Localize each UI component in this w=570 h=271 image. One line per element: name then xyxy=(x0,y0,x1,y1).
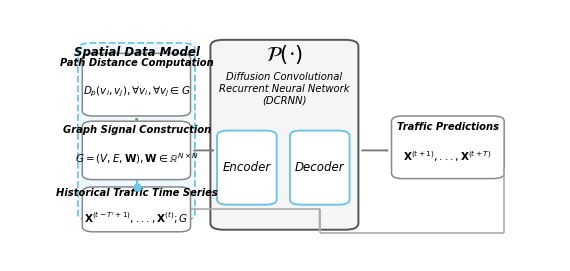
Text: $\mathbf{X}^{(t-T^{\prime}+1)}, ..., \mathbf{X}^{(t)}; G$: $\mathbf{X}^{(t-T^{\prime}+1)}, ..., \ma… xyxy=(84,211,189,226)
Text: Diffusion Convolutional
Recurrent Neural Network
(DCRNN): Diffusion Convolutional Recurrent Neural… xyxy=(219,72,349,105)
Text: $D_p(v_i, v_j), \forall v_i, \forall v_j \in G$: $D_p(v_i, v_j), \forall v_i, \forall v_j… xyxy=(83,85,190,99)
Text: $G = (V, E, \mathbf{W}), \mathbf{W} \in \mathbb{R}^{N \times N}$: $G = (V, E, \mathbf{W}), \mathbf{W} \in … xyxy=(75,151,198,166)
FancyBboxPatch shape xyxy=(78,43,195,220)
Text: Encoder: Encoder xyxy=(222,161,271,174)
Text: Spatial Data Model: Spatial Data Model xyxy=(74,46,200,59)
FancyBboxPatch shape xyxy=(82,121,190,180)
Text: $\mathcal{P}(\cdot)$: $\mathcal{P}(\cdot)$ xyxy=(266,43,303,66)
Text: Historical Traffic Time Series: Historical Traffic Time Series xyxy=(56,188,218,198)
Text: $\mathbf{X}^{(t+1)}, ..., \mathbf{X}^{(t+T)}$: $\mathbf{X}^{(t+1)}, ..., \mathbf{X}^{(t… xyxy=(404,149,492,164)
FancyBboxPatch shape xyxy=(82,187,190,232)
Text: Graph Signal Construction: Graph Signal Construction xyxy=(63,125,211,135)
FancyBboxPatch shape xyxy=(217,131,276,205)
Text: Decoder: Decoder xyxy=(295,161,344,174)
Text: Traffic Predictions: Traffic Predictions xyxy=(397,122,499,133)
FancyBboxPatch shape xyxy=(392,116,504,179)
Text: Path Distance Computation: Path Distance Computation xyxy=(60,58,214,68)
FancyBboxPatch shape xyxy=(210,40,359,230)
FancyBboxPatch shape xyxy=(290,131,349,205)
FancyBboxPatch shape xyxy=(82,53,190,116)
